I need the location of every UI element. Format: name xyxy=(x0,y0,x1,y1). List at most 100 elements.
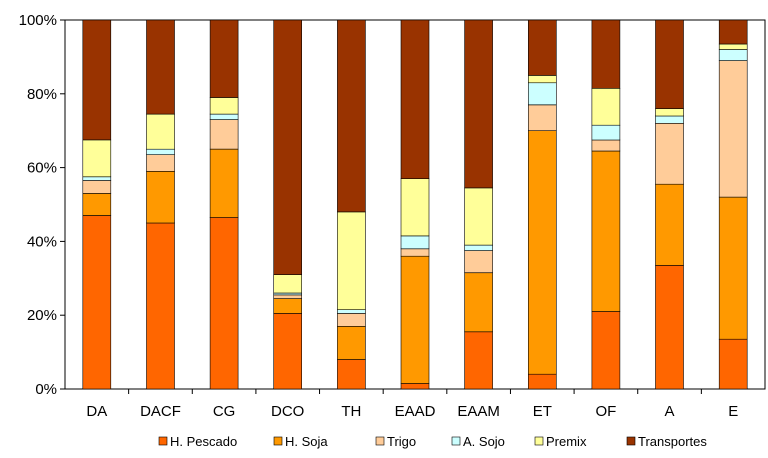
bar-segment xyxy=(82,176,112,181)
x-tick-label: EAAD xyxy=(395,403,436,420)
legend-item: Premix xyxy=(534,434,587,449)
legend-label: H. Pescado xyxy=(170,434,237,449)
x-tick-label: ET xyxy=(533,403,552,420)
bar-segment xyxy=(591,139,621,152)
bar-segment xyxy=(337,359,366,390)
bar-stack xyxy=(464,19,493,390)
bar-segment xyxy=(591,150,621,312)
x-tick-label: A xyxy=(664,403,674,420)
bar-segment xyxy=(400,255,430,384)
bar-segment xyxy=(527,75,557,84)
bar-segment xyxy=(400,248,430,257)
legend-swatch xyxy=(626,436,636,446)
legend-label: H. Soja xyxy=(285,434,328,449)
bar-segment xyxy=(82,139,112,178)
y-tick-label: 0% xyxy=(35,381,57,398)
x-tick-label: OF xyxy=(595,403,616,420)
legend-item: H. Pescado xyxy=(158,434,237,449)
bar-segment xyxy=(273,298,303,314)
bar-segment xyxy=(400,235,430,250)
bar-segment xyxy=(464,331,493,390)
bar-segment xyxy=(209,19,239,98)
bar-segment xyxy=(273,313,303,390)
bar-segment xyxy=(146,222,175,390)
bar-segment xyxy=(718,196,748,340)
legend-label: Transportes xyxy=(638,434,707,449)
bar-segment xyxy=(464,250,493,274)
legend-label: A. Sojo xyxy=(463,434,505,449)
bar-segment xyxy=(464,272,493,333)
bar-stack xyxy=(146,19,175,390)
bar-segment xyxy=(464,244,493,251)
bar-segment xyxy=(718,60,748,198)
bar-segment xyxy=(146,113,175,150)
legend-item: H. Soja xyxy=(273,434,328,449)
bar-segment xyxy=(273,294,303,299)
legend-swatch xyxy=(534,436,544,446)
bar-segment xyxy=(655,123,684,185)
legend-item: Transportes xyxy=(626,434,707,449)
bar-stack xyxy=(718,19,748,390)
bar-stack xyxy=(527,19,557,390)
bar-segment xyxy=(464,187,493,246)
bar-stack xyxy=(337,19,366,390)
bar-segment xyxy=(273,19,303,275)
legend-label: Premix xyxy=(546,434,587,449)
bar-stack xyxy=(82,19,112,390)
bar-segment xyxy=(209,97,239,115)
bar-stack xyxy=(273,19,303,390)
bar-segment xyxy=(209,148,239,218)
bar-segment xyxy=(337,313,366,327)
legend-item: A. Sojo xyxy=(451,434,505,449)
bar-segment xyxy=(337,19,366,213)
bar-segment xyxy=(400,19,430,179)
bar-segment xyxy=(527,373,557,390)
bar-segment xyxy=(82,193,112,216)
bar-segment xyxy=(655,265,684,390)
bar-segment xyxy=(718,49,748,61)
bar-segment xyxy=(655,183,684,266)
x-tick-label: CG xyxy=(213,403,236,420)
bar-segment xyxy=(273,274,303,294)
bar-segment xyxy=(273,292,303,296)
bar-segment xyxy=(591,124,621,141)
bar-segment xyxy=(655,108,684,117)
bar-segment xyxy=(209,113,239,120)
bar-segment xyxy=(209,217,239,390)
bar-segment xyxy=(337,211,366,310)
bar-segment xyxy=(718,19,748,45)
x-tick-label: DCO xyxy=(271,403,304,420)
plot-area xyxy=(64,19,766,390)
bar-segment xyxy=(146,171,175,224)
bar-segment xyxy=(527,130,557,375)
x-tick-label: TH xyxy=(341,403,361,420)
x-tick-label: DA xyxy=(86,403,107,420)
bar-segment xyxy=(527,19,557,76)
bar-stack xyxy=(655,19,684,390)
bar-segment xyxy=(209,119,239,150)
bar-segment xyxy=(82,19,112,141)
bar-segment xyxy=(591,88,621,126)
bar-segment xyxy=(146,148,175,155)
bar-segment xyxy=(527,104,557,132)
bar-segment xyxy=(655,19,684,109)
bar-segment xyxy=(146,19,175,115)
bar-segment xyxy=(400,178,430,237)
bar-segment xyxy=(337,309,366,314)
y-tick-label: 20% xyxy=(27,307,57,324)
bar-segment xyxy=(82,180,112,194)
x-tick-label: E xyxy=(728,403,738,420)
bar-stack xyxy=(591,19,621,390)
legend: H. Pescado H. Soja Trigo A. Sojo Premix Trans… xyxy=(158,434,707,449)
bar-segment xyxy=(337,325,366,360)
y-tick-label: 80% xyxy=(27,86,57,103)
bar-segment xyxy=(82,215,112,390)
x-tick-label: EAAM xyxy=(457,403,500,420)
y-tick-label: 100% xyxy=(19,12,57,29)
bar-segment xyxy=(718,43,748,50)
bar-segment xyxy=(527,82,557,106)
bar-stack xyxy=(209,19,239,390)
bar-segment xyxy=(591,311,621,390)
